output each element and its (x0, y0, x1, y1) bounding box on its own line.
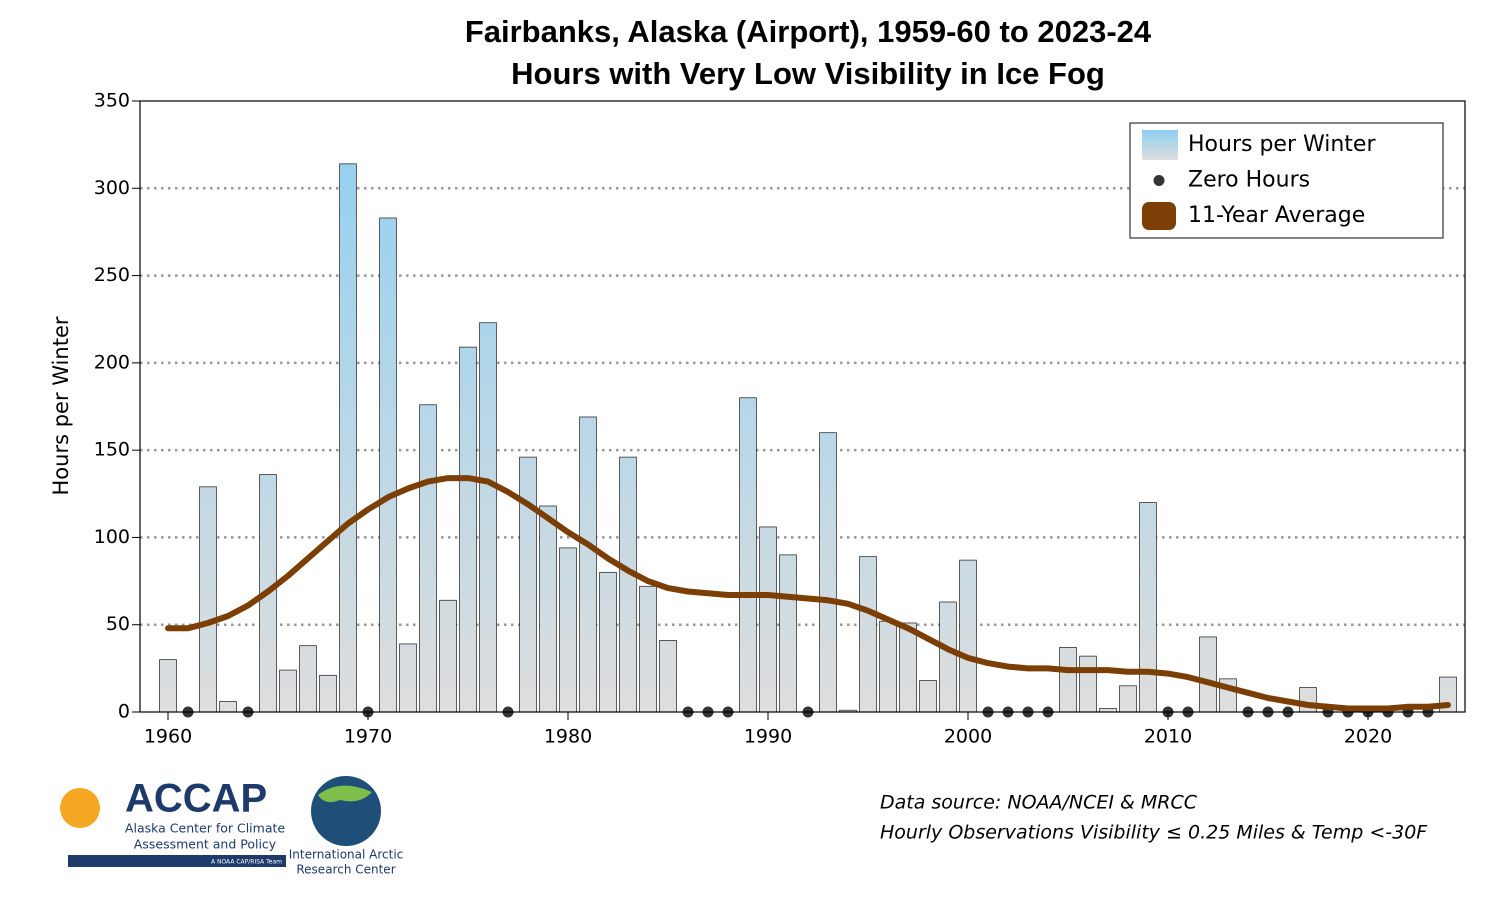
y-tick-label: 200 (94, 351, 130, 373)
x-tick-label: 1970 (344, 726, 392, 748)
bar (399, 643, 417, 713)
sun-icon (60, 788, 100, 828)
bar (1119, 685, 1137, 713)
x-tick-label: 2000 (944, 726, 992, 748)
data-note: Hourly Observations Visibility ≤ 0.25 Mi… (880, 822, 1428, 844)
x-tick-label: 1980 (544, 726, 592, 748)
legend-label: Zero Hours (1188, 168, 1310, 193)
bar (959, 559, 977, 713)
bar (379, 217, 397, 713)
logo-text: Research Center (296, 863, 395, 877)
chart-title: Fairbanks, Alaska (Airport), 1959-60 to … (465, 14, 1152, 49)
x-tick-label: 2010 (1144, 726, 1192, 748)
bar (199, 486, 217, 713)
x-tick-label: 2020 (1344, 726, 1392, 748)
logo-text: A NOAA CAP/RISA Team (211, 859, 282, 866)
y-tick-label: 350 (94, 90, 130, 112)
x-tick-label: 1960 (144, 726, 192, 748)
bar (579, 416, 597, 713)
logo-text: ACCAP (125, 777, 267, 821)
bar (219, 701, 237, 713)
bar (919, 680, 937, 713)
bar (759, 526, 777, 713)
bar (1199, 636, 1217, 713)
bar (939, 601, 957, 713)
bar (559, 547, 577, 713)
bar (519, 456, 537, 713)
bar (299, 645, 317, 713)
legend-box (1129, 122, 1444, 239)
bar (819, 432, 837, 713)
bar (319, 674, 337, 713)
bar (1059, 647, 1077, 713)
bar (459, 346, 477, 713)
bar (899, 622, 917, 713)
x-tick-label: 1990 (744, 726, 792, 748)
bar (419, 404, 437, 713)
bar (739, 397, 757, 713)
bar (619, 456, 637, 713)
bar (339, 163, 357, 713)
legend-label: 11-Year Average (1188, 203, 1365, 228)
logo-text: Alaska Center for Climate (125, 821, 285, 836)
legend-swatch (1142, 202, 1176, 230)
bar (1079, 655, 1097, 713)
legend-swatch (1142, 130, 1178, 160)
plot-area (140, 163, 1465, 718)
bar (479, 322, 497, 713)
bar (1139, 502, 1157, 713)
logo-text: Assessment and Policy (134, 837, 277, 852)
chart-subtitle: Hours with Very Low Visibility in Ice Fo… (511, 56, 1105, 91)
bar (659, 640, 677, 713)
legend-label: Hours per Winter (1188, 132, 1376, 157)
y-tick-label: 0 (118, 701, 130, 723)
legend: Hours per Winter Zero Hours 11-Year Averag… (1129, 122, 1444, 239)
average-line (165, 475, 1451, 712)
y-tick-label: 100 (94, 526, 130, 548)
data-source: Data source: NOAA/NCEI & MRCC (880, 792, 1198, 814)
globe-land (318, 785, 372, 803)
y-tick-label: 50 (106, 613, 130, 635)
accap-logo: ACCAP Alaska Center for Climate Assessme… (60, 777, 286, 867)
y-tick-label: 150 (94, 439, 130, 461)
bar (879, 620, 897, 713)
y-tick-label: 300 (94, 177, 130, 199)
y-tick-label: 250 (94, 264, 130, 286)
bar (279, 669, 297, 713)
y-axis-label: Hours per Winter (49, 316, 73, 495)
bar (539, 505, 557, 713)
bar (859, 556, 877, 713)
plot-frame (139, 100, 1466, 713)
logo-bar (68, 855, 286, 867)
bar (779, 554, 797, 713)
legend-swatch (1153, 175, 1165, 186)
iarc-logo: International Arctic Research Center (289, 776, 404, 877)
bar (639, 585, 657, 713)
bar (439, 599, 457, 713)
bar (159, 659, 177, 713)
logo-text: International Arctic (289, 848, 404, 862)
bar (599, 571, 617, 713)
